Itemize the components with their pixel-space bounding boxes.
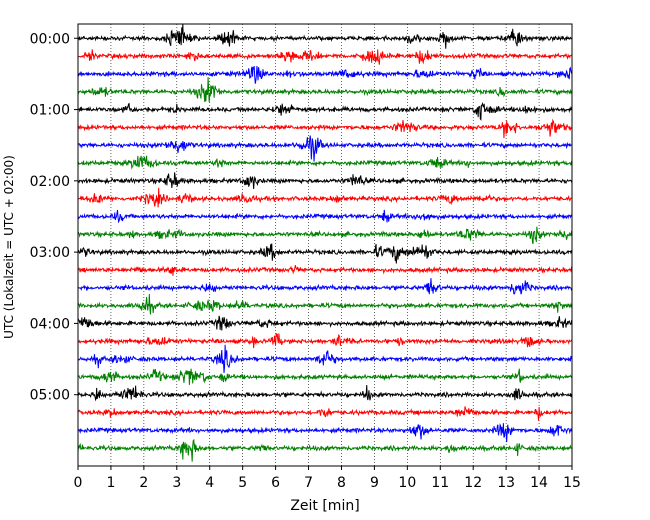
x-tick-label: 8 xyxy=(337,475,346,491)
y-axis-label: UTC (Lokalzeit = UTC + 02:00) xyxy=(2,155,16,339)
seismic-trace xyxy=(77,118,573,139)
seismic-trace xyxy=(77,406,573,421)
x-tick-label: 9 xyxy=(370,475,379,491)
seismic-trace xyxy=(77,293,573,315)
y-tick-label: 05:00 xyxy=(30,388,70,404)
seismic-trace xyxy=(77,344,573,374)
y-tick-label: 03:00 xyxy=(30,245,70,261)
seismic-trace xyxy=(77,23,573,49)
x-tick-label: 6 xyxy=(271,475,280,491)
seismic-trace xyxy=(77,243,573,264)
seismic-trace xyxy=(77,155,573,170)
plot-background xyxy=(78,24,572,466)
x-tick-label: 1 xyxy=(106,475,115,491)
seismic-trace xyxy=(77,135,573,162)
y-axis-ticks: 00:00 01:00 02:00 03:00 04:00 05:00 xyxy=(30,31,78,404)
x-tick-label: 5 xyxy=(238,475,247,491)
seismic-traces xyxy=(77,23,573,462)
y-tick-label: 04:00 xyxy=(30,316,70,332)
x-tick-label: 14 xyxy=(530,475,548,491)
seismic-trace xyxy=(77,77,573,103)
seismic-trace xyxy=(77,172,573,189)
x-axis-ticks: 0 1 2 3 4 5 6 7 8 9 10 11 12 13 14 15 xyxy=(74,466,581,491)
x-axis-label: Zeit [min] xyxy=(290,498,359,514)
x-tick-label: 15 xyxy=(563,475,581,491)
seismic-trace xyxy=(77,65,573,84)
x-tick-label: 10 xyxy=(398,475,416,491)
seismic-trace xyxy=(77,315,573,331)
plot-frame xyxy=(77,23,573,467)
x-tick-label: 2 xyxy=(139,475,148,491)
seismic-trace xyxy=(77,385,573,402)
seismic-trace xyxy=(77,49,573,65)
seismic-trace xyxy=(77,278,573,295)
seismic-trace xyxy=(77,101,573,121)
seismic-trace xyxy=(77,226,573,245)
seismic-trace xyxy=(77,264,573,276)
x-tick-label: 4 xyxy=(205,475,214,491)
x-tick-label: 3 xyxy=(172,475,181,491)
x-tick-label: 11 xyxy=(431,475,449,491)
seismic-trace xyxy=(77,187,573,208)
x-tick-label: 0 xyxy=(74,475,83,491)
seismic-trace xyxy=(77,368,573,385)
x-tick-label: 12 xyxy=(464,475,482,491)
seismic-trace xyxy=(77,438,573,462)
seismic-trace xyxy=(77,333,573,349)
y-tick-label: 01:00 xyxy=(30,103,70,119)
x-tick-label: 13 xyxy=(497,475,515,491)
seismic-trace xyxy=(77,423,573,443)
seismic-trace xyxy=(77,209,573,224)
y-tick-label: 00:00 xyxy=(30,31,70,47)
y-tick-label: 02:00 xyxy=(30,174,70,190)
x-tick-label: 7 xyxy=(304,475,313,491)
